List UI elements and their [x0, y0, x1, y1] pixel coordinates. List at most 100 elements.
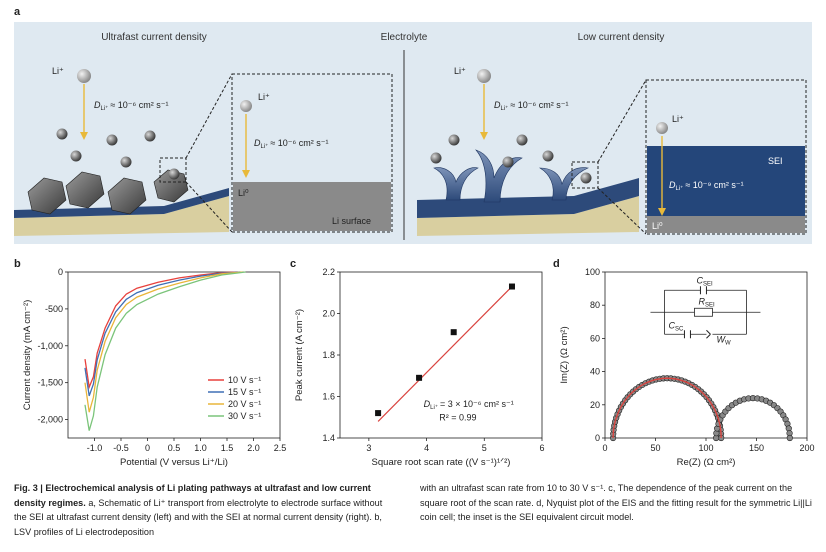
- chart-b-y-tick-label: -1,000: [37, 341, 63, 351]
- chart-c-y-tick-label: 1.4: [322, 433, 335, 443]
- sei-block: [647, 146, 805, 216]
- caption-title: Electrochemical analysis of Li plating p…: [14, 483, 371, 508]
- chart-b-legend-label: 10 V s⁻¹: [228, 375, 261, 385]
- circuit-label-csc: CSC: [668, 320, 684, 332]
- chart-b-series-line: [84, 271, 241, 397]
- chart-b-lsv: -1.0 -0.5 0 0.5 1.0 1.5 2.0 2.5 0 -500 -1,000 -1,50…: [22, 267, 286, 468]
- chart-c-y-tick-label: 2.0: [322, 309, 335, 319]
- chart-d-y-tick-label: 40: [590, 367, 600, 377]
- right-title: Low current density: [578, 32, 665, 43]
- chart-c-annotation-d: DLi⁺ = 3 × 10⁻⁶ cm² s⁻¹: [424, 399, 514, 411]
- li-crystals: [27, 169, 189, 215]
- panel-b-label: b: [14, 258, 21, 270]
- caption-col1: Fig. 3 | Electrochemical analysis of Li …: [14, 481, 394, 539]
- chart-c-y-axis-label: Peak current (A cm⁻²): [294, 309, 305, 401]
- chart-b-legend-label: 30 V s⁻¹: [228, 411, 261, 421]
- chart-d-x-tick-label: 150: [749, 443, 764, 453]
- chart-d-y-tick-label: 0: [595, 433, 600, 443]
- svg-text:SEI: SEI: [768, 156, 783, 166]
- li-plus-label-right: Li⁺: [454, 66, 466, 76]
- caption-col2: with an ultrafast scan rate from 10 to 3…: [420, 481, 812, 525]
- chart-b-x-tick-label: -1.0: [87, 443, 103, 453]
- caption-col1-text: a, Schematic of Li⁺ transport from elect…: [14, 497, 383, 537]
- chart-c-x-axis-label: Square root scan rate ((V s⁻¹)¹ᐟ²): [372, 457, 511, 468]
- chart-d-x-tick-label: 50: [650, 443, 660, 453]
- svg-text:DLi⁺≈ 10⁻⁹ cm² s⁻¹: DLi⁺ ≈ 10⁻⁹ cm² s⁻¹: [669, 180, 744, 192]
- svg-text:Li⁰: Li⁰: [652, 221, 663, 231]
- warburg-element: [706, 333, 711, 339]
- chart-c-x-tick-label: 3: [366, 443, 371, 453]
- svg-text:DLi⁺≈ 10⁻⁶ cm² s⁻¹: DLi⁺ ≈ 10⁻⁶ cm² s⁻¹: [94, 100, 169, 112]
- svg-text:DLi⁺≈ 10⁻⁶ cm² s⁻¹: DLi⁺ ≈ 10⁻⁶ cm² s⁻¹: [254, 138, 329, 150]
- chart-c-peak-current: 3 4 5 6 1.4 1.6 1.8 2.0 2.2 Square root scan rate…: [294, 267, 545, 468]
- chart-b-y-axis-label: Current density (mA cm⁻²): [22, 300, 33, 411]
- chart-c-y-tick-label: 2.2: [322, 267, 335, 277]
- li-ion-right: [477, 69, 491, 83]
- chart-d-x-tick-label: 0: [602, 443, 607, 453]
- chart-d-y-axis-label: Im(Z) (Ω cm²): [559, 326, 570, 383]
- panel-a-schematic: Ultrafast current density Electrolyte Lo…: [14, 22, 812, 244]
- chart-c-y-tick-label: 1.8: [322, 350, 335, 360]
- chart-d-x-axis-label: Re(Z) (Ω cm²): [677, 457, 736, 468]
- chart-b-x-tick-label: 1.5: [221, 443, 234, 453]
- chart-c-x-tick-label: 6: [539, 443, 544, 453]
- circuit-label-csei: CSEI: [696, 275, 713, 287]
- chart-b-y-tick-label: -1,500: [37, 378, 63, 388]
- capacitor-sei-gap: [700, 286, 707, 295]
- chart-c-annotation-r2: R² = 0.99: [439, 412, 476, 422]
- warburg-gap: [706, 330, 713, 339]
- chart-b-x-tick-label: 0: [145, 443, 150, 453]
- chart-b-x-tick-label: -0.5: [113, 443, 129, 453]
- electrode-surface-left: [14, 188, 229, 218]
- circuit-label-rsei: RSEI: [698, 296, 715, 308]
- chart-b-series-line: [84, 271, 243, 413]
- caption-fig-label: Fig. 3 |: [14, 483, 43, 493]
- falling-ions-left: [56, 128, 180, 180]
- panel-c-label: c: [290, 258, 297, 270]
- chart-c-data-point: [416, 374, 423, 381]
- zoom-box-left: [159, 157, 187, 183]
- left-title: Ultrafast current density: [101, 32, 207, 43]
- substrate-base-left: [14, 196, 229, 236]
- center-title: Electrolyte: [381, 32, 428, 43]
- chart-b-x-axis-label: Potential (V versus Li⁺/Li): [120, 457, 228, 468]
- schematic-svg: Ultrafast current density Electrolyte Lo…: [14, 32, 807, 240]
- chart-b-legend-label: 20 V s⁻¹: [228, 399, 261, 409]
- chart-c-y-tick-label: 1.6: [322, 392, 335, 402]
- chart-d-data-point: [786, 434, 793, 442]
- chart-b-series-line: [84, 271, 246, 431]
- resistor-sei: [694, 307, 713, 317]
- svg-text:Li⁺: Li⁺: [672, 114, 684, 124]
- warburg-element: [706, 329, 711, 335]
- substrate-base-right: [417, 196, 639, 236]
- chart-c-data-point: [375, 410, 382, 417]
- chart-b-y-tick-label: -500: [45, 304, 63, 314]
- svg-text:Li⁰: Li⁰: [238, 188, 249, 198]
- falling-ions-right: [430, 134, 592, 184]
- chart-d-y-tick-label: 100: [585, 267, 600, 277]
- chart-b-x-tick-label: 2.0: [247, 443, 260, 453]
- sei-layer-right: [417, 178, 639, 218]
- chart-d-x-tick-label: 100: [698, 443, 713, 453]
- chart-d-x-tick-label: 200: [799, 443, 814, 453]
- panel-a-label: a: [14, 6, 21, 18]
- chart-c-data-point: [508, 283, 515, 290]
- chart-d-axes-frame: [604, 271, 808, 439]
- circuit-label-w: WW: [716, 334, 731, 346]
- svg-text:Li surface: Li surface: [332, 216, 371, 226]
- chart-d-y-tick-label: 80: [590, 300, 600, 310]
- panel-d-label: d: [553, 258, 560, 270]
- chart-d-circuit-inset: CSEI RSEI CSC WW: [650, 275, 761, 346]
- caption-col2-text: with an ultrafast scan rate from 10 to 3…: [420, 483, 812, 522]
- chart-b-legend-label: 15 V s⁻¹: [228, 387, 261, 397]
- chart-c-fit-line: [377, 286, 513, 422]
- chart-b-x-tick-label: 0.5: [168, 443, 181, 453]
- svg-text:Li⁺: Li⁺: [258, 92, 270, 102]
- li-surface-block: [233, 182, 391, 231]
- li-block-right: [647, 216, 805, 233]
- li-ion-left: [77, 69, 91, 83]
- chart-d-y-tick-label: 60: [590, 333, 600, 343]
- chart-b-series-line: [84, 271, 238, 390]
- chart-b-x-tick-label: 1.0: [194, 443, 207, 453]
- chart-b-y-tick-label: -2,000: [37, 415, 63, 425]
